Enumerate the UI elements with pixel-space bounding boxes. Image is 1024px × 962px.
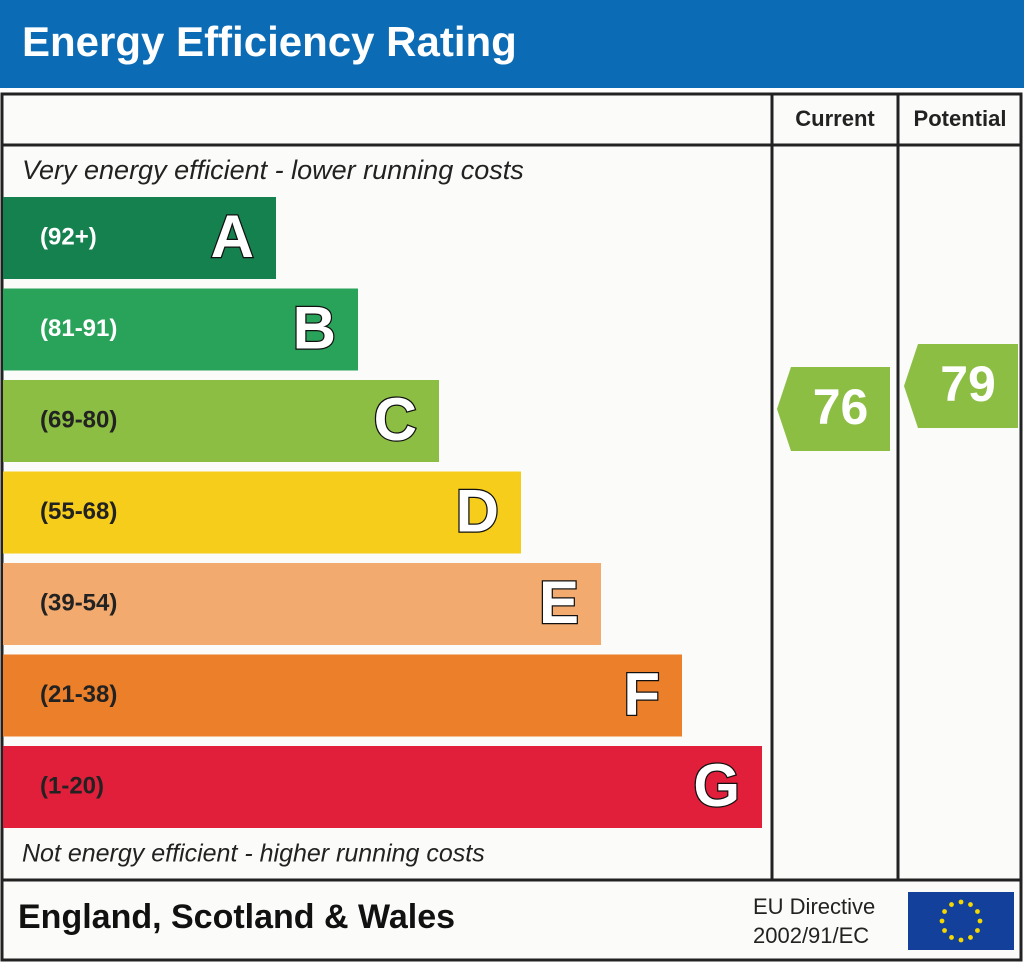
band-letter: F [623, 660, 660, 727]
footer-directive: 2002/91/EC [753, 923, 869, 948]
footer-directive: EU Directive [753, 894, 875, 919]
flag-star [975, 928, 980, 933]
band-letter: C [374, 386, 417, 453]
rating-arrow [904, 344, 1018, 428]
flag-star [949, 935, 954, 940]
band-letter: G [693, 752, 740, 819]
band-range: (1-20) [40, 772, 104, 799]
title-bar [0, 0, 1024, 88]
band-bar [3, 380, 439, 462]
band-range: (81-91) [40, 315, 117, 342]
title: Energy Efficiency Rating [22, 18, 517, 65]
flag-star [939, 918, 945, 924]
column-header: Current [795, 106, 875, 131]
band-bar [3, 563, 601, 645]
band-letter: A [211, 203, 254, 270]
column-header: Potential [914, 106, 1007, 131]
flag-star [942, 909, 947, 914]
band-letter: D [456, 477, 499, 544]
band-bar [3, 197, 276, 279]
top-note: Very energy efficient - lower running co… [22, 155, 524, 185]
eu-flag [908, 892, 1014, 950]
rating-value: 79 [940, 356, 996, 412]
flag-star [975, 909, 980, 914]
flag-star [977, 918, 983, 924]
flag-star [958, 937, 964, 943]
band-range: (21-38) [40, 681, 117, 708]
flag-star [949, 902, 954, 907]
band-bar [3, 654, 682, 737]
band-range: (55-68) [40, 498, 117, 525]
rating-value: 76 [813, 379, 869, 435]
band-range: (39-54) [40, 589, 117, 616]
band-letter: B [293, 294, 336, 361]
band-letter: E [539, 569, 579, 636]
footer-region: England, Scotland & Wales [18, 898, 455, 936]
flag-star [968, 902, 973, 907]
flag-star [968, 935, 973, 940]
rating-arrow [777, 367, 890, 451]
band-range: (69-80) [40, 406, 117, 433]
band-bar [3, 746, 762, 828]
band-range: (92+) [40, 223, 97, 250]
band-bar [3, 471, 521, 554]
flag-star [942, 928, 947, 933]
band-bar [3, 288, 358, 371]
bottom-note: Not energy efficient - higher running co… [22, 840, 485, 868]
flag-star [958, 899, 964, 905]
